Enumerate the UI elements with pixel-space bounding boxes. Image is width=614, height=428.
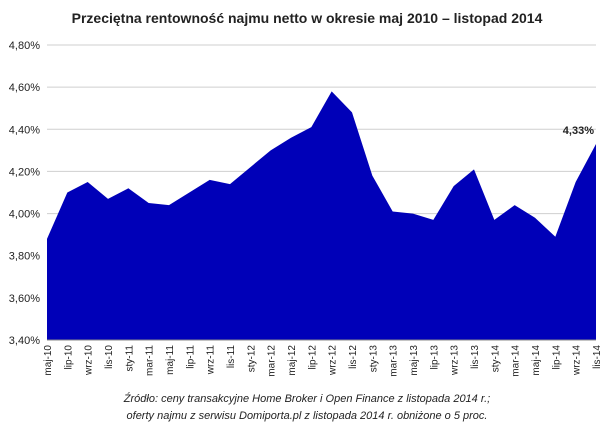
x-tick-label: mar-14 bbox=[511, 345, 522, 377]
x-tick-label: maj-14 bbox=[531, 345, 542, 376]
x-tick-label: sty-11 bbox=[124, 345, 135, 372]
y-tick-label: 4,80% bbox=[9, 40, 40, 52]
y-axis: 3,40% 3,60% 3,80% 4,00% 4,20% 4,40% 4,60% 4,80% bbox=[9, 40, 40, 347]
x-axis: maj-10 lip-10 wrz-10 lis-10 sty-11 mar-11 maj-… bbox=[43, 345, 603, 377]
y-tick-label: 4,00% bbox=[9, 209, 40, 221]
x-tick-label: lis-11 bbox=[226, 345, 237, 369]
source-note-line-2: oferty najmu z serwisu Domiporta.pl z li… bbox=[126, 410, 488, 422]
x-tick-label: lis-13 bbox=[470, 345, 481, 369]
area-fill bbox=[47, 91, 596, 340]
area-series bbox=[46, 91, 597, 341]
x-tick-label: wrz-13 bbox=[450, 345, 461, 376]
x-tick-label: lis-12 bbox=[348, 345, 359, 369]
x-tick-label: mar-13 bbox=[389, 345, 400, 377]
x-tick-label: sty-13 bbox=[368, 345, 379, 373]
y-tick-label: 3,80% bbox=[9, 251, 40, 263]
x-tick-label: sty-12 bbox=[246, 345, 257, 373]
x-tick-label: lip-12 bbox=[307, 345, 318, 370]
x-tick-label: sty-14 bbox=[490, 345, 501, 373]
x-tick-label: mar-11 bbox=[145, 345, 156, 376]
y-tick-label: 3,40% bbox=[9, 335, 40, 347]
x-tick-label: wrz-14 bbox=[572, 345, 583, 376]
x-tick-label: mar-12 bbox=[267, 345, 278, 377]
x-tick-label: lip-11 bbox=[185, 345, 196, 369]
x-tick-label: maj-11 bbox=[165, 345, 176, 375]
y-tick-label: 4,60% bbox=[9, 82, 40, 94]
x-tick-label: maj-10 bbox=[43, 345, 54, 376]
y-tick-label: 3,60% bbox=[9, 293, 40, 305]
x-tick-label: maj-13 bbox=[409, 345, 420, 376]
chart-title: Przeciętna rentowność najmu netto w okre… bbox=[71, 10, 543, 26]
y-tick-label: 4,40% bbox=[9, 124, 40, 136]
x-tick-label: wrz-10 bbox=[84, 345, 95, 376]
x-tick-label: maj-12 bbox=[287, 345, 298, 376]
x-tick-label: lip-14 bbox=[551, 345, 562, 370]
x-tick-label: lip-10 bbox=[63, 345, 74, 370]
x-tick-label: lis-10 bbox=[104, 345, 115, 369]
x-tick-label: wrz-12 bbox=[328, 345, 339, 376]
x-tick-label: lis-14 bbox=[592, 345, 603, 369]
data-labels: 4,33% bbox=[563, 125, 594, 137]
x-tick-label: wrz-11 bbox=[206, 345, 217, 376]
x-tick-label: lip-13 bbox=[429, 345, 440, 370]
data-label: 4,33% bbox=[563, 125, 594, 137]
source-note-line-1: Źródło: ceny transakcyjne Home Broker i … bbox=[123, 393, 491, 405]
y-tick-label: 4,20% bbox=[9, 166, 40, 178]
